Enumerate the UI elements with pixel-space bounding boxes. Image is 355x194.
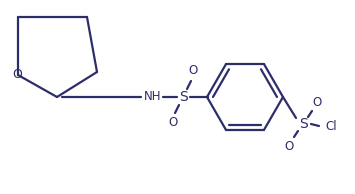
Text: O: O [189, 64, 198, 77]
Text: S: S [179, 90, 187, 104]
Text: Cl: Cl [325, 120, 337, 133]
Text: O: O [312, 95, 322, 108]
Text: S: S [299, 117, 307, 131]
Text: O: O [12, 68, 22, 81]
Text: NH: NH [144, 89, 162, 102]
Text: O: O [284, 139, 294, 152]
Text: O: O [168, 117, 178, 130]
